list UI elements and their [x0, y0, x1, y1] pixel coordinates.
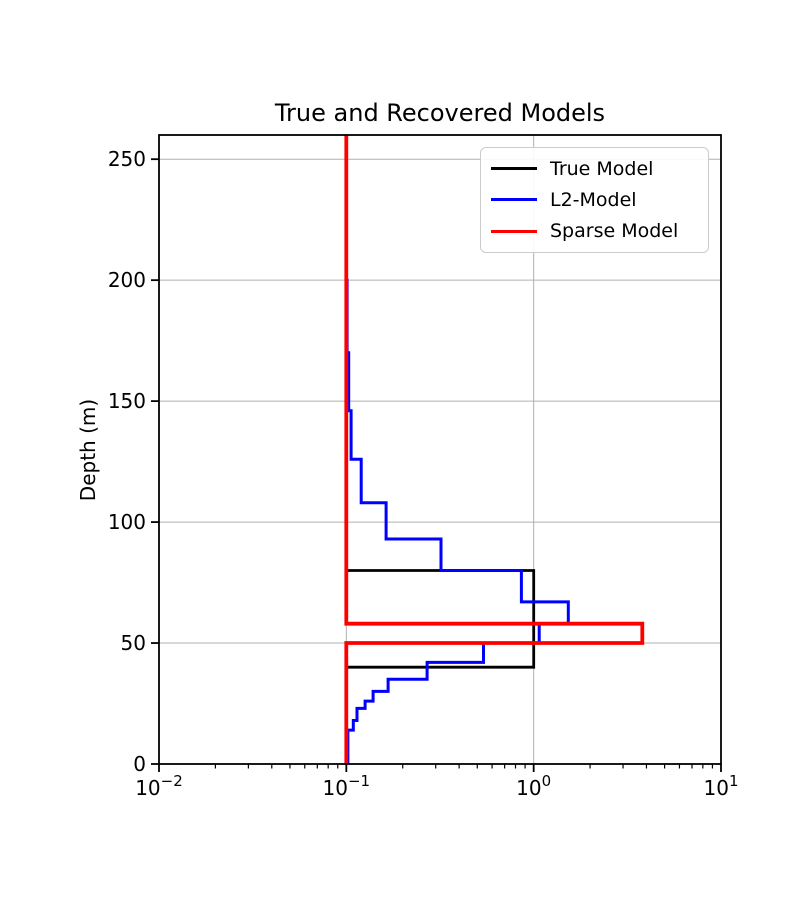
legend-line-sample-true-model [491, 167, 537, 171]
y-tick-label: 200 [108, 268, 146, 292]
y-tick-label: 150 [108, 389, 146, 413]
x-tick-label: 10−2 [135, 772, 183, 800]
legend-item-true-model: True Model [491, 158, 702, 180]
series-lines [344, 135, 645, 764]
y-tick-label: 100 [108, 510, 146, 534]
y-tick-label: 250 [108, 147, 146, 171]
y-tick-label: 0 [133, 752, 146, 776]
legend-label-l2-model: L2-Model [550, 188, 637, 211]
x-tick-label: 101 [704, 772, 739, 800]
legend-item-sparse-model: Sparse Model [491, 220, 702, 242]
y-axis-label: Depth (m) [76, 398, 100, 502]
x-tick-label: 100 [516, 772, 551, 800]
legend: True Model L2-Model Sparse Model [480, 147, 709, 253]
x-tick-label: 10−1 [323, 772, 371, 800]
chart-title: True and Recovered Models [274, 99, 606, 127]
legend-line-sample-l2-model [491, 198, 537, 202]
legend-line-sample-sparse-model [491, 229, 537, 233]
y-tick-label: 50 [121, 631, 146, 655]
legend-label-sparse-model: Sparse Model [550, 220, 679, 243]
legend-item-l2-model: L2-Model [491, 189, 702, 211]
series-sparse-model-line [344, 135, 645, 764]
plot-border [158, 134, 722, 765]
tick-labels: 0 50 100 150 200 250 10−2 10−1 100 101 [108, 147, 739, 800]
legend-label-true-model: True Model [550, 157, 654, 180]
